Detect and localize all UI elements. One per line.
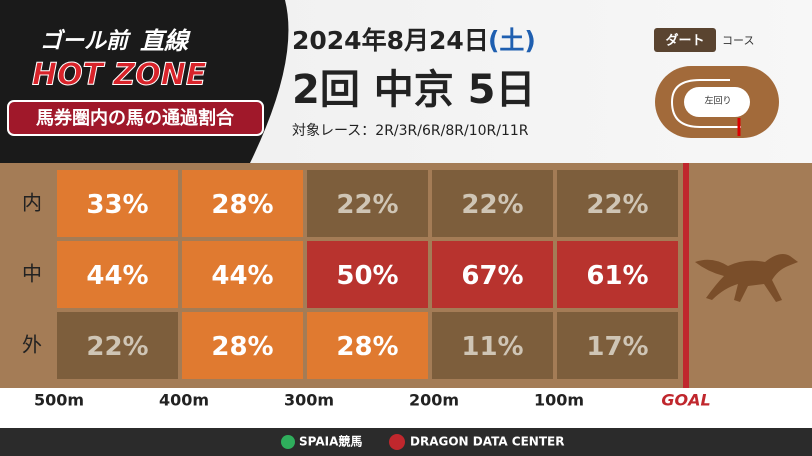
cell-label: 17%: [586, 332, 648, 362]
cell-label: 67%: [461, 261, 523, 291]
meeting: 2回 中京 5日: [292, 67, 536, 113]
cell-label: 44%: [86, 261, 148, 291]
cell-label: 28%: [211, 190, 273, 220]
races: 対象レース：2R/3R/6R/8R/10R/11R: [292, 123, 529, 139]
x-edge-label: GOAL: [661, 391, 710, 410]
course-label: コース: [722, 34, 754, 47]
x-edge-label: 300m: [284, 391, 334, 410]
row-label: 中: [22, 262, 42, 286]
x-edge-label: 500m: [34, 391, 84, 410]
weekday: (土): [488, 26, 536, 55]
ddc-icon: [389, 434, 405, 450]
x-edge-label: 200m: [409, 391, 459, 410]
logo-line2: 直線: [140, 27, 191, 55]
cell-label: 44%: [211, 261, 273, 291]
row-label: 内: [22, 191, 42, 215]
cell-label: 33%: [86, 190, 148, 220]
logo-hot: HOT ZONE: [32, 58, 207, 93]
cell-label: 50%: [336, 261, 398, 291]
cell-label: 22%: [461, 190, 523, 220]
cell-label: 28%: [211, 332, 273, 362]
cell-label: 22%: [336, 190, 398, 220]
spaia-icon: [281, 435, 295, 449]
direction: 左回り: [704, 95, 731, 107]
cell-label: 11%: [461, 332, 523, 362]
cell-label: 61%: [586, 261, 648, 291]
surface: ダート: [665, 33, 704, 49]
cell-label: 28%: [336, 332, 398, 362]
cell-label: 22%: [586, 190, 648, 220]
date: 2024年8月24日: [292, 26, 489, 55]
logo-line1: ゴール前: [40, 28, 132, 54]
row-label: 外: [22, 333, 42, 357]
x-edge-label: 100m: [534, 391, 584, 410]
brand1: SPAIA競馬: [299, 434, 362, 449]
footer-bg: [0, 428, 812, 456]
subtitle: 馬券圏内の馬の通過割合: [36, 107, 235, 129]
brand2: DRAGON DATA CENTER: [410, 435, 564, 449]
cell-label: 22%: [86, 332, 148, 362]
x-edge-label: 400m: [159, 391, 209, 410]
